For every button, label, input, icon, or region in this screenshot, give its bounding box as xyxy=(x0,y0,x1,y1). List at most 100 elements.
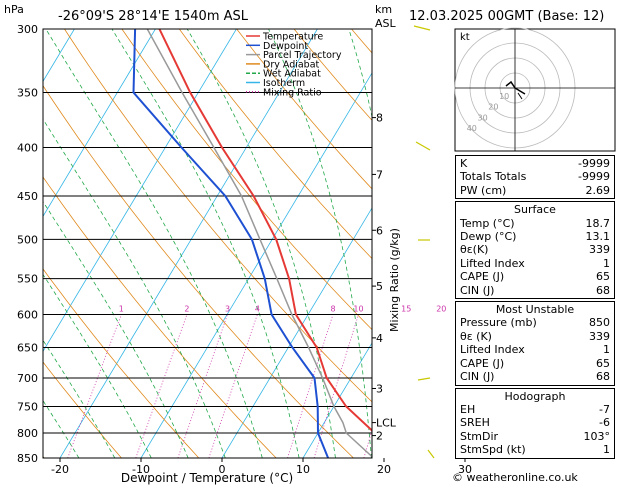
surface-key: Temp (°C) xyxy=(460,217,515,230)
hodograph-ring-label: 40 xyxy=(467,124,477,133)
most-unstable-key: CAPE (J) xyxy=(460,357,504,370)
hodograph-stat-row: SREH -6 xyxy=(460,416,610,429)
hodograph-ring-label: 30 xyxy=(478,113,488,122)
hodograph-ring-label: 10 xyxy=(499,92,509,101)
index-row: PW (cm) 2.69 xyxy=(460,184,610,197)
most-unstable-title: Most Unstable xyxy=(460,303,610,316)
most-unstable-value: 68 xyxy=(596,370,610,383)
surface-key: Lifted Index xyxy=(460,257,525,270)
hodograph-stat-value: -6 xyxy=(599,416,610,429)
mixing-ratio-label: 4 xyxy=(255,305,260,314)
km-tick-label: 4 xyxy=(376,332,383,345)
hodograph-kt-label: kt xyxy=(460,32,470,43)
surface-row: Dewp (°C) 13.1 xyxy=(460,230,610,243)
pressure-tick-label: 750 xyxy=(17,400,38,413)
mixing-ratio-label: 20 xyxy=(436,305,446,314)
location-title: -26°09'S 28°14'E 1540m ASL xyxy=(58,9,249,24)
mixing-ratio-line xyxy=(364,315,406,459)
surface-key: CIN (J) xyxy=(460,284,494,297)
mixing-ratio-label: 8 xyxy=(330,305,335,314)
most-unstable-row: CIN (J) 68 xyxy=(460,370,610,383)
hodograph-ring-label: 20 xyxy=(488,103,498,112)
index-key: K xyxy=(460,157,467,170)
surface-value: 18.7 xyxy=(586,217,611,230)
hodograph-stat-row: StmSpd (kt) 1 xyxy=(460,443,610,456)
most-unstable-key: CIN (J) xyxy=(460,370,494,383)
hodograph-table-title: Hodograph xyxy=(460,390,610,403)
surface-value: 339 xyxy=(589,243,610,256)
hodograph-stat-value: -7 xyxy=(599,403,610,416)
index-value: 2.69 xyxy=(586,184,611,197)
legend-entry: Mixing Ratio xyxy=(263,87,322,98)
surface-value: 1 xyxy=(603,257,610,270)
wind-barb xyxy=(414,26,430,30)
km-tick-label: 6 xyxy=(376,224,383,237)
x-tick-label: 10 xyxy=(296,463,310,476)
surface-row: CAPE (J)65 xyxy=(460,270,610,283)
most-unstable-value: 65 xyxy=(596,357,610,370)
mixing-ratio-label: 1 xyxy=(119,305,124,314)
plot-frame xyxy=(43,29,372,458)
mixing-ratio-line xyxy=(209,315,258,459)
surface-key: Dewp (°C) xyxy=(460,230,516,243)
wind-barb xyxy=(418,378,430,380)
km-tick-label: 2 xyxy=(376,430,383,443)
surface-row: CIN (J) 68 xyxy=(460,284,610,297)
copyright: © weatheronline.co.uk xyxy=(452,471,578,484)
most-unstable-value: 339 xyxy=(589,330,610,343)
most-unstable-key: Lifted Index xyxy=(460,343,525,356)
mixing-ratio-label: 15 xyxy=(401,305,411,314)
most-unstable-row: CAPE (J) 65 xyxy=(460,357,610,370)
pressure-tick-label: 350 xyxy=(17,86,38,99)
surface-key: θε(K) xyxy=(460,243,488,256)
hodograph-stat-value: 1 xyxy=(603,443,610,456)
most-unstable-key: θε (K) xyxy=(460,330,492,343)
hodograph-stat-row: EH -7 xyxy=(460,403,610,416)
asl-label: ASL xyxy=(375,17,397,30)
mixing-ratio-label: 3 xyxy=(225,305,230,314)
index-row: Totals Totals-9999 xyxy=(460,170,610,183)
hodograph-stat-key: SREH xyxy=(460,416,490,429)
most-unstable-row: Pressure (mb) 850 xyxy=(460,316,610,329)
profiles xyxy=(134,29,375,458)
index-row: K-9999 xyxy=(460,157,610,170)
wind-barb xyxy=(416,142,430,150)
pressure-tick-label: 450 xyxy=(17,190,38,203)
surface-row: Temp (°C) 18.7 xyxy=(460,217,610,230)
most-unstable-value: 850 xyxy=(589,316,610,329)
hodograph-stat-key: StmSpd (kt) xyxy=(460,443,526,456)
most-unstable-box: Most Unstable Pressure (mb) 850 θε (K) 339 L… xyxy=(455,301,615,385)
pressure-tick-label: 550 xyxy=(17,273,38,286)
index-key: PW (cm) xyxy=(460,184,506,197)
datetime-title: 12.03.2025 00GMT (Base: 12) xyxy=(409,9,604,24)
hpa-label: hPa xyxy=(4,3,24,16)
km-tick-label: 3 xyxy=(376,382,383,395)
hodograph-stat-value: 103° xyxy=(584,430,611,443)
surface-value: 13.1 xyxy=(586,230,611,243)
hodograph-stat-key: StmDir xyxy=(460,430,498,443)
km-label: km xyxy=(375,3,392,16)
pressure-tick-label: 500 xyxy=(17,233,38,246)
x-axis-label: Dewpoint / Temperature (°C) xyxy=(121,471,293,485)
pressure-tick-label: 300 xyxy=(17,23,38,36)
pressure-tick-label: 600 xyxy=(17,309,38,322)
mixing-ratio-line xyxy=(314,315,358,459)
most-unstable-value: 1 xyxy=(603,343,610,356)
mixing-ratio-label: 2 xyxy=(184,305,189,314)
pressure-tick-label: 650 xyxy=(17,341,38,354)
hodograph-stat-key: EH xyxy=(460,403,475,416)
x-tick-label: -20 xyxy=(51,463,69,476)
most-unstable-key: Pressure (mb) xyxy=(460,316,537,329)
mixing-ratio-label: 10 xyxy=(353,305,363,314)
km-tick-label: 7 xyxy=(376,168,383,181)
surface-row: θε(K) 339 xyxy=(460,243,610,256)
surface-key: CAPE (J) xyxy=(460,270,504,283)
pressure-tick-label: 850 xyxy=(17,452,38,465)
km-tick-label: LCL xyxy=(376,417,397,430)
surface-value: 68 xyxy=(596,284,610,297)
